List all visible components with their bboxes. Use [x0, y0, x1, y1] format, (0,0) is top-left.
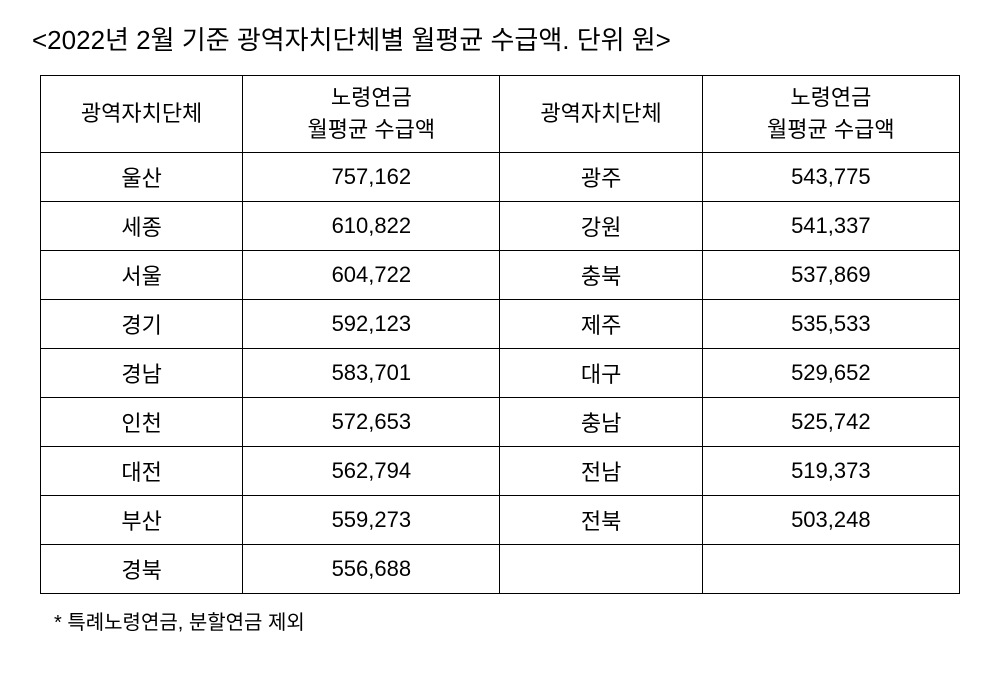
page-title: <2022년 2월 기준 광역자치단체별 월평균 수급액. 단위 원> — [30, 20, 970, 57]
table-row: 인천 572,653 충남 525,742 — [41, 397, 960, 446]
cell-region: 강원 — [500, 201, 702, 250]
table-row: 경남 583,701 대구 529,652 — [41, 348, 960, 397]
cell-amount: 503,248 — [702, 495, 959, 544]
cell-region: 전남 — [500, 446, 702, 495]
cell-amount: 610,822 — [243, 201, 500, 250]
cell-amount: 535,533 — [702, 299, 959, 348]
footnote: * 특례노령연금, 분할연금 제외 — [30, 606, 970, 635]
cell-region: 인천 — [41, 397, 243, 446]
table-row: 서울 604,722 충북 537,869 — [41, 250, 960, 299]
cell-amount — [702, 544, 959, 593]
header-amount-line1: 노령연금 — [331, 85, 412, 110]
cell-amount: 556,688 — [243, 544, 500, 593]
cell-amount: 572,653 — [243, 397, 500, 446]
cell-region — [500, 544, 702, 593]
cell-region: 충남 — [500, 397, 702, 446]
cell-region: 경남 — [41, 348, 243, 397]
cell-region: 서울 — [41, 250, 243, 299]
cell-amount: 583,701 — [243, 348, 500, 397]
cell-region: 전북 — [500, 495, 702, 544]
cell-region: 부산 — [41, 495, 243, 544]
cell-amount: 604,722 — [243, 250, 500, 299]
header-region-left: 광역자치단체 — [41, 76, 243, 153]
cell-amount: 592,123 — [243, 299, 500, 348]
cell-region: 세종 — [41, 201, 243, 250]
cell-amount: 541,337 — [702, 201, 959, 250]
table-row: 세종 610,822 강원 541,337 — [41, 201, 960, 250]
cell-amount: 525,742 — [702, 397, 959, 446]
header-amount-line2: 월평균 수급액 — [767, 117, 895, 142]
cell-amount: 543,775 — [702, 152, 959, 201]
table-body: 울산 757,162 광주 543,775 세종 610,822 강원 541,… — [41, 152, 960, 593]
table-row: 부산 559,273 전북 503,248 — [41, 495, 960, 544]
cell-region: 대구 — [500, 348, 702, 397]
cell-region: 울산 — [41, 152, 243, 201]
cell-region: 대전 — [41, 446, 243, 495]
header-region-right: 광역자치단체 — [500, 76, 702, 153]
cell-region: 광주 — [500, 152, 702, 201]
table-row: 경기 592,123 제주 535,533 — [41, 299, 960, 348]
cell-region: 제주 — [500, 299, 702, 348]
cell-amount: 757,162 — [243, 152, 500, 201]
header-amount-left: 노령연금 월평균 수급액 — [243, 76, 500, 153]
cell-region: 경기 — [41, 299, 243, 348]
header-amount-line1: 노령연금 — [790, 85, 871, 110]
cell-region: 충북 — [500, 250, 702, 299]
header-amount-line2: 월평균 수급액 — [308, 117, 436, 142]
pension-table: 광역자치단체 노령연금 월평균 수급액 광역자치단체 노령연금 월평균 수급액 … — [40, 75, 960, 594]
table-row: 대전 562,794 전남 519,373 — [41, 446, 960, 495]
table-header-row: 광역자치단체 노령연금 월평균 수급액 광역자치단체 노령연금 월평균 수급액 — [41, 76, 960, 153]
table-row: 경북 556,688 — [41, 544, 960, 593]
cell-amount: 529,652 — [702, 348, 959, 397]
cell-amount: 559,273 — [243, 495, 500, 544]
cell-amount: 562,794 — [243, 446, 500, 495]
cell-region: 경북 — [41, 544, 243, 593]
table-row: 울산 757,162 광주 543,775 — [41, 152, 960, 201]
cell-amount: 537,869 — [702, 250, 959, 299]
cell-amount: 519,373 — [702, 446, 959, 495]
header-amount-right: 노령연금 월평균 수급액 — [702, 76, 959, 153]
